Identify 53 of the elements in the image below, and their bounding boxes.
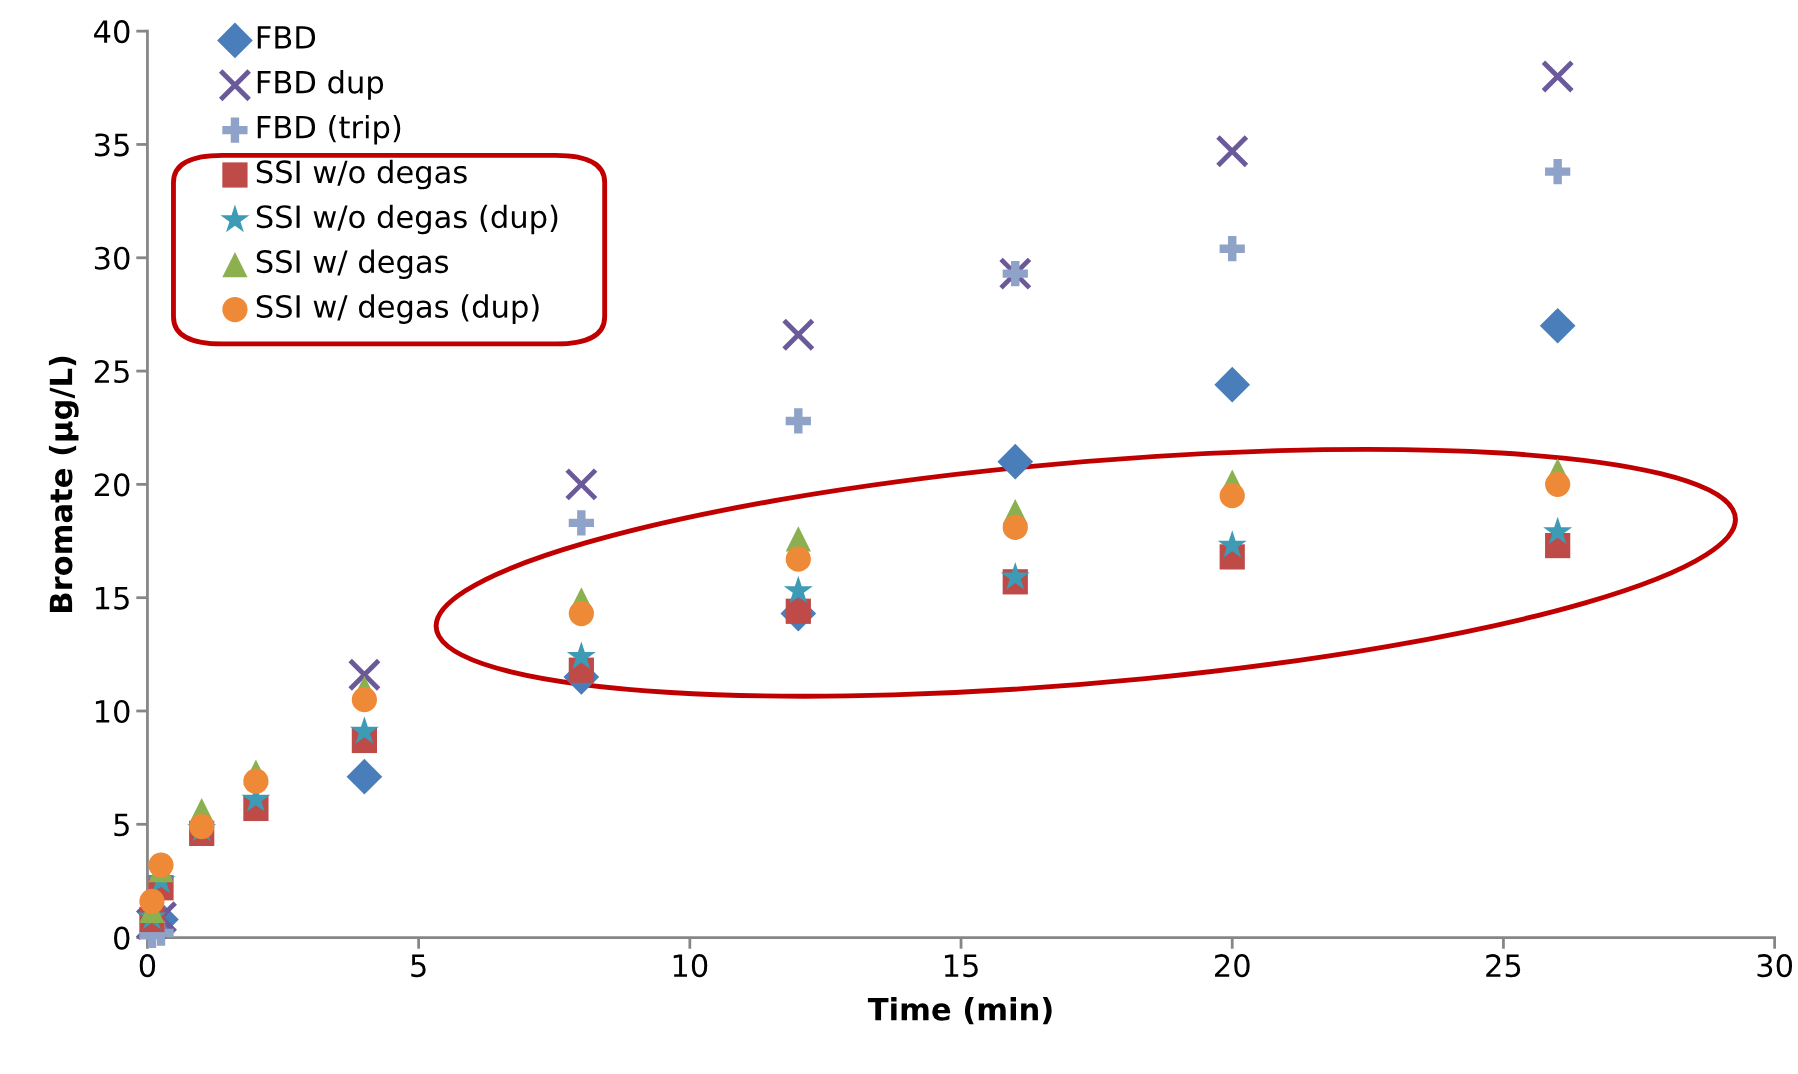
point (1219, 236, 1245, 262)
point (349, 716, 379, 744)
point (347, 658, 382, 692)
point (1541, 59, 1575, 94)
point (566, 641, 596, 669)
y-tick-label: 30 (94, 246, 130, 270)
y-tick-label: 40 (94, 20, 130, 44)
point (1545, 471, 1571, 497)
point (351, 687, 378, 713)
x-tick-label: 30 (1757, 954, 1793, 978)
y-axis-title: Bromate (µg/L) (48, 356, 79, 612)
x-tick-label: 15 (944, 954, 978, 978)
x-axis-title: Time (min) (867, 997, 1052, 1025)
point (783, 575, 813, 604)
point (781, 318, 815, 352)
y-tick-label: 10 (95, 699, 130, 724)
x-tick-label: 25 (1486, 954, 1521, 978)
y-tick-label: 5 (114, 813, 129, 837)
legend-label: FBD (trip) (257, 114, 401, 145)
point (1545, 159, 1571, 185)
point (1000, 562, 1030, 590)
point (564, 467, 599, 502)
point (139, 888, 165, 914)
x-tick-label: 0 (139, 954, 156, 978)
point (1217, 530, 1247, 558)
point (785, 546, 811, 572)
x-tick-label: 5 (411, 954, 426, 978)
point (1002, 514, 1028, 541)
legend-label: FBD (257, 26, 316, 49)
point (568, 600, 594, 627)
point (1219, 483, 1245, 509)
point (346, 758, 383, 795)
point (148, 852, 174, 878)
point (243, 768, 269, 794)
y-tick-label: 35 (94, 133, 129, 157)
point (568, 510, 594, 536)
x-tick-label: 10 (673, 954, 708, 978)
point (1539, 307, 1576, 344)
point (1214, 366, 1251, 403)
legend-label: SSI w/ degas (256, 249, 449, 280)
legend-label: SSI w/o degas (dup) (256, 204, 558, 235)
y-tick-label: 0 (114, 926, 130, 950)
point (1215, 134, 1249, 168)
y-tick-label: 20 (94, 473, 130, 497)
x-tick-label: 20 (1215, 954, 1250, 978)
legend-label: SSI w/ degas (dup) (256, 294, 539, 324)
legend-label: FBD dup (257, 70, 384, 100)
point (1543, 516, 1573, 545)
y-tick-label: 15 (95, 587, 129, 610)
point (785, 408, 811, 434)
y-tick-label: 25 (94, 360, 129, 384)
legend-label: SSI w/o degas (256, 159, 467, 190)
point (997, 443, 1034, 480)
